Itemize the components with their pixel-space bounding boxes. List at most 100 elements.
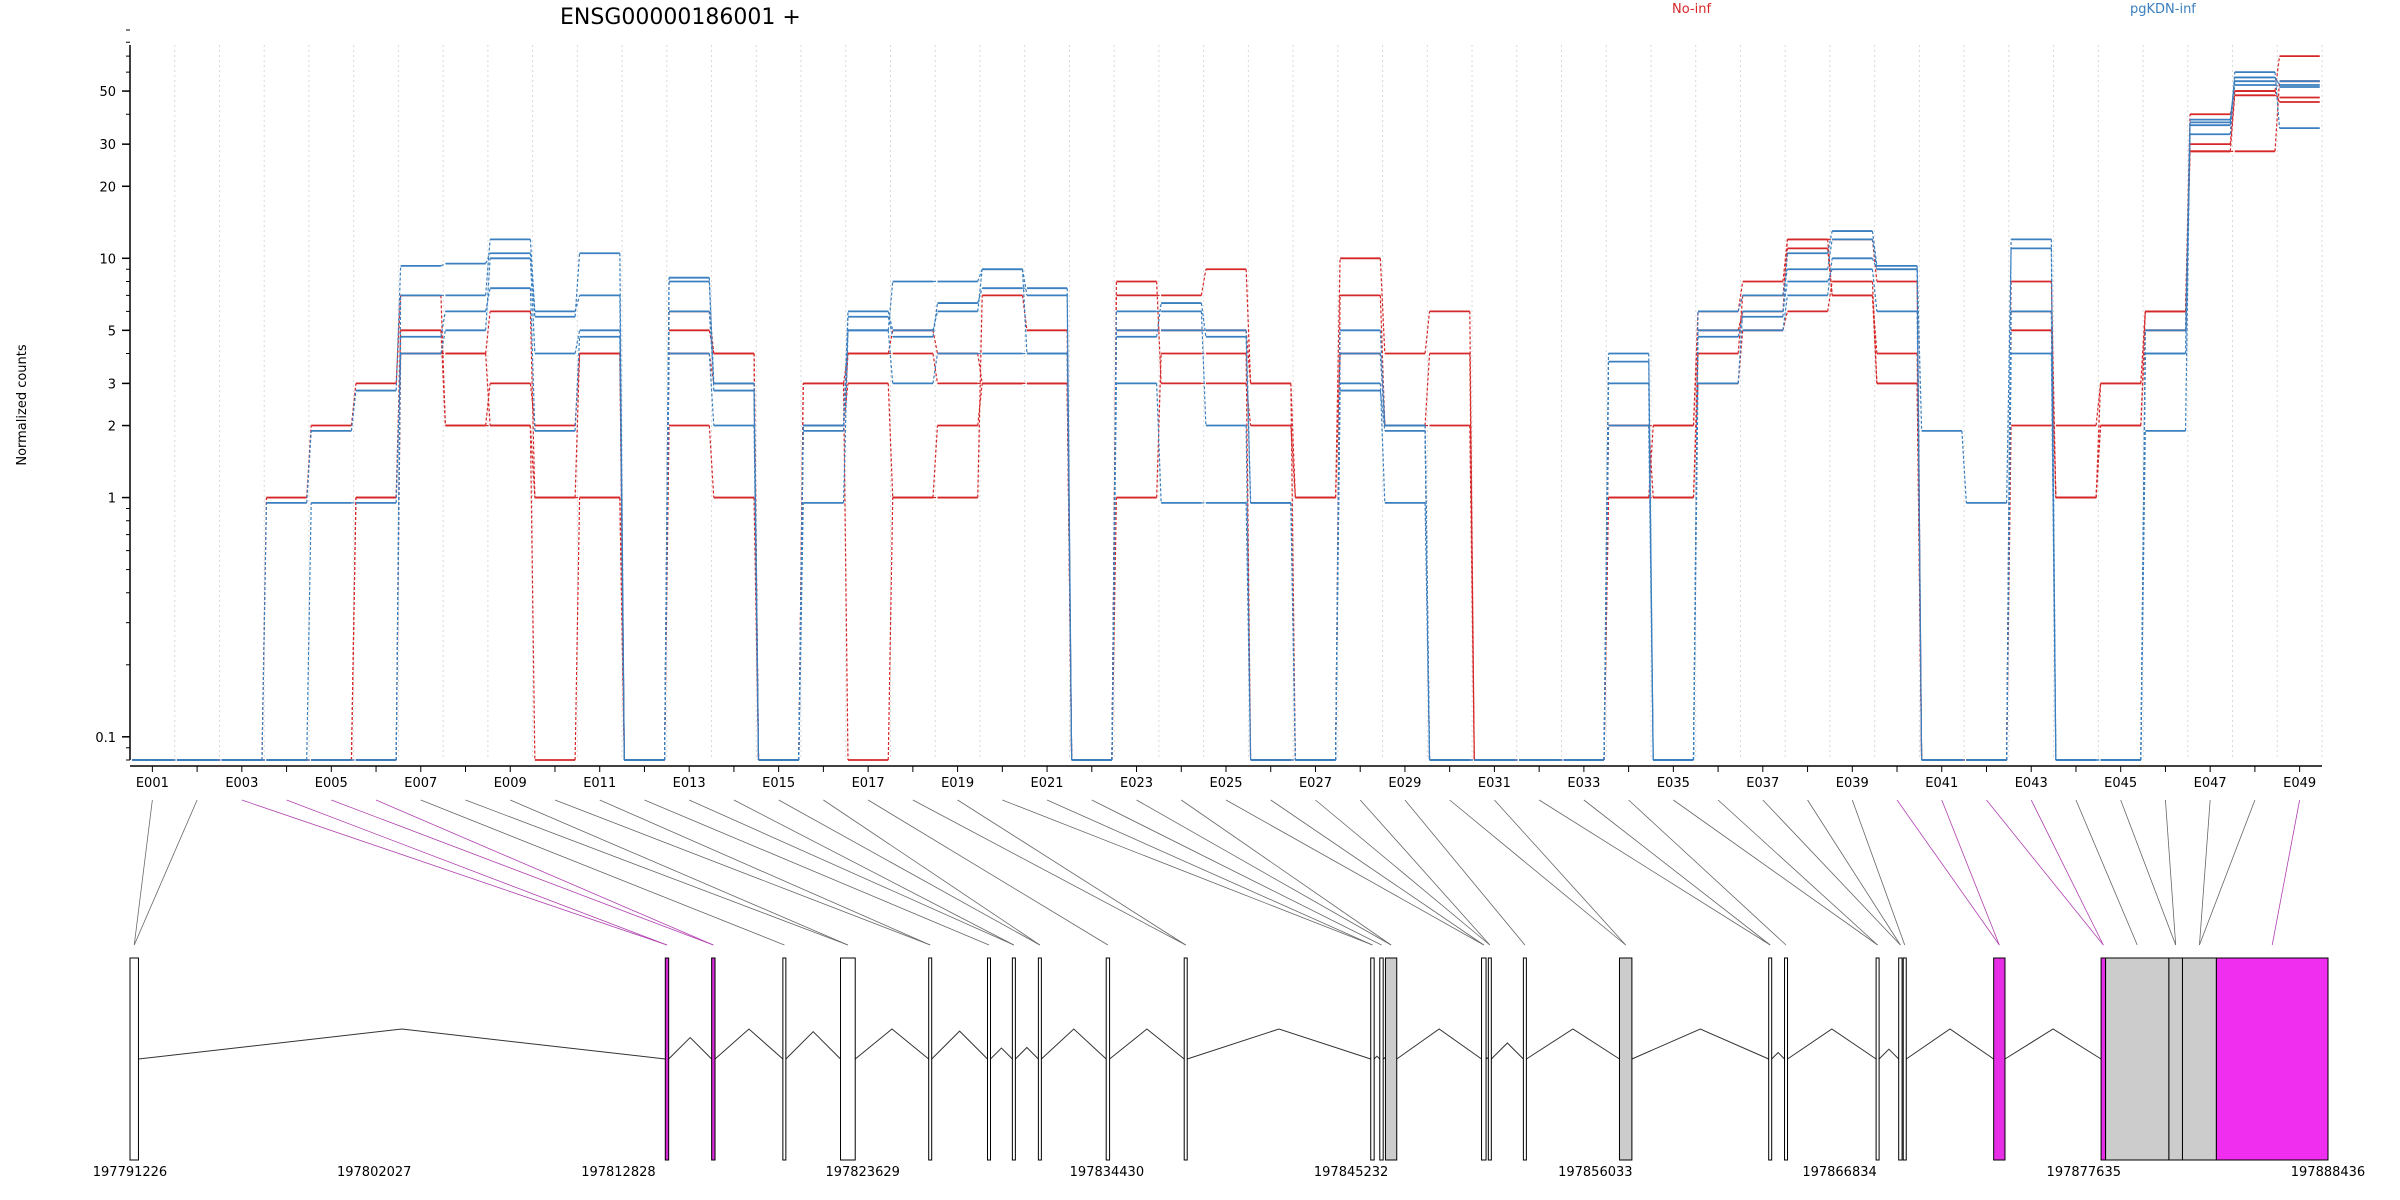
series-connector	[932, 425, 939, 498]
exon-block	[928, 957, 933, 1161]
series-connector	[529, 311, 536, 498]
series-connector	[1424, 502, 1431, 761]
series-connector	[1335, 353, 1341, 761]
intron	[1015, 1046, 1039, 1060]
legend-pgkdn-inf: pgKDN-inf	[2130, 2, 2196, 17]
series-pgkdn-inf-4	[132, 71, 2320, 761]
series-connector	[485, 288, 491, 312]
exon-connector	[1762, 799, 1901, 946]
series-connector	[2050, 353, 2057, 761]
series-connector	[932, 353, 939, 384]
series-connector	[440, 330, 446, 354]
genomic-position-label: 197866834	[1802, 1165, 1876, 1180]
x-tick-label: E005	[315, 776, 348, 791]
exon-connector	[1986, 799, 2104, 946]
series-connector	[1379, 295, 1386, 426]
exon-connector	[599, 799, 931, 946]
intron	[1041, 1028, 1107, 1060]
x-tick-label: E049	[2283, 776, 2316, 791]
series-connector	[1379, 330, 1386, 426]
series-connector	[485, 311, 491, 354]
y-tick-label: 2	[108, 420, 116, 435]
y-tick-label: 0.1	[95, 731, 116, 746]
intron	[1396, 1028, 1482, 1060]
series-connector	[1111, 497, 1117, 761]
series-connector	[2274, 72, 2281, 129]
series-connector	[1379, 353, 1386, 426]
exon-block	[664, 957, 670, 1161]
genomic-position-label: 197845232	[1314, 1165, 1388, 1180]
exon-block	[1487, 957, 1492, 1161]
series-connector	[1469, 425, 1475, 761]
series-connector	[1782, 239, 1789, 282]
series-connector	[1648, 353, 1654, 761]
x-tick-label: E027	[1299, 776, 1332, 791]
y-tick-label: 3	[108, 377, 116, 392]
series-connector	[574, 295, 581, 312]
series-connector	[1245, 269, 1252, 384]
series-connector	[1871, 230, 1878, 266]
x-tick-label: E039	[1836, 776, 1869, 791]
intron	[931, 1030, 988, 1060]
exon-block	[1379, 957, 1384, 1161]
exon-connector	[2199, 799, 2256, 946]
genomic-position-label: 197812828	[581, 1165, 655, 1180]
series-connector	[753, 383, 760, 761]
exon-block	[2181, 957, 2217, 1161]
series-connector	[395, 336, 402, 761]
series-connector	[485, 353, 491, 426]
x-tick-label: E019	[941, 776, 974, 791]
exon-connector	[465, 799, 849, 946]
intron	[668, 1036, 712, 1060]
exon-block	[1993, 957, 2006, 1161]
exon-connector	[1494, 799, 1626, 946]
exon-block	[1011, 957, 1016, 1161]
series-connector	[529, 258, 536, 354]
series-connector	[977, 269, 983, 312]
exon-connector	[331, 799, 714, 946]
x-tick-label: E035	[1657, 776, 1690, 791]
series-connector	[1782, 281, 1789, 312]
series-connector	[1245, 330, 1252, 503]
exon-connector	[554, 799, 931, 946]
series-pgkdn-inf-7	[132, 84, 2320, 761]
series-connector	[306, 430, 312, 503]
exon-connector	[1404, 799, 1526, 946]
genomic-position-label: 197802027	[337, 1165, 411, 1180]
chart-title: ENSG00000186001 +	[560, 5, 801, 30]
exon-connector	[1896, 799, 2000, 946]
series-connector	[1156, 302, 1162, 337]
series-connector	[2095, 383, 2102, 426]
series-pgkdn-inf-5	[132, 80, 2320, 761]
series-connector	[1379, 390, 1386, 431]
exon-connector	[1181, 799, 1392, 946]
series-connector	[1021, 269, 1028, 296]
genomic-position-label: 197823629	[825, 1165, 899, 1180]
exon-connector	[133, 799, 153, 946]
series-connector	[2274, 81, 2281, 152]
genomic-axis: 197791226 197802027 197812828 197823629 1978…	[93, 1165, 2365, 1180]
intron	[1878, 1048, 1900, 1060]
series-connector	[1782, 269, 1789, 296]
series-connector	[1916, 269, 1923, 761]
series-connector	[887, 383, 894, 498]
y-tick-label: 1	[108, 492, 116, 507]
intron	[138, 1028, 666, 1060]
intron	[2004, 1028, 2102, 1060]
series-connector	[1290, 502, 1296, 761]
vertical-gridlines	[129, 45, 2323, 760]
y-tick-label: 10	[99, 252, 116, 267]
exon-connector	[241, 799, 668, 946]
series-connector	[1827, 230, 1833, 254]
exon-block	[1384, 957, 1398, 1161]
series-connector	[2274, 84, 2280, 88]
series-connector	[1692, 383, 1699, 761]
exon-connector	[1091, 799, 1382, 946]
exon-block	[2100, 957, 2107, 1161]
exon-block	[2105, 957, 2170, 1161]
x-tick-label: E045	[2104, 776, 2137, 791]
x-tick-label: E007	[404, 776, 437, 791]
axes: 0.1 1 2 3 5 10 20 30 50 E001 E003 E005 E007 E009 E011 E…	[95, 29, 2322, 791]
series-connector	[395, 265, 402, 391]
intron	[1905, 1028, 1994, 1060]
